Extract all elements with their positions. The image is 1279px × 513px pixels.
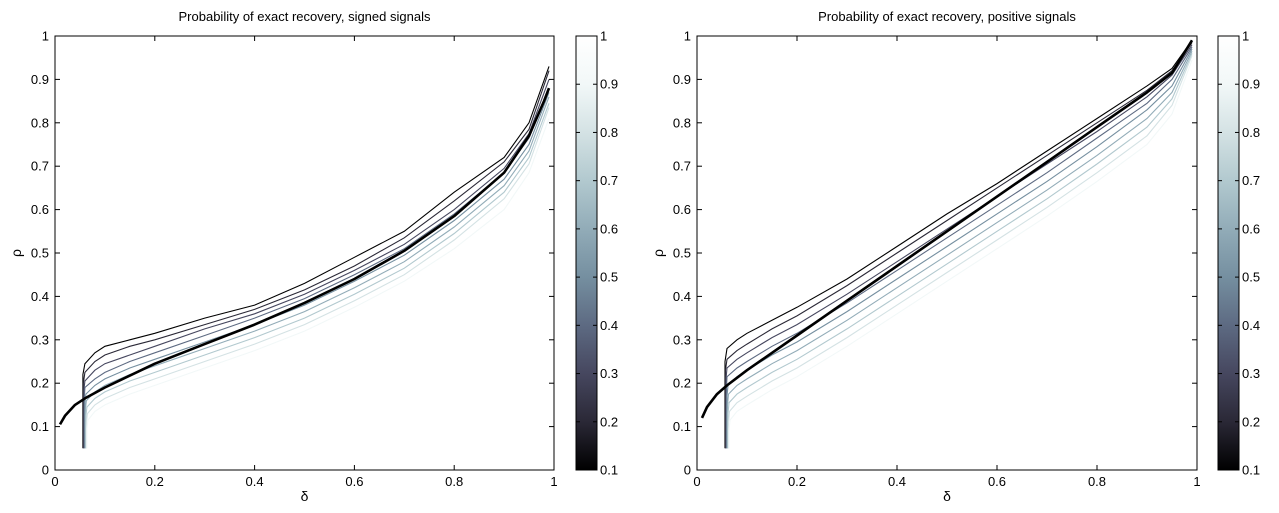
colorbar-tick-label: 0.3 [1242, 366, 1260, 381]
colorbar-tick-label: 0.1 [1242, 463, 1260, 478]
y-tick-label: 0.5 [31, 246, 49, 261]
y-tick-label: 0.1 [673, 419, 691, 434]
colorbar-bar [1217, 35, 1240, 471]
contour-line-0.4 [83, 87, 550, 449]
y-tick-label: 0.2 [673, 376, 691, 391]
y-tick-label: 1 [42, 29, 49, 44]
colorbar-tick-label: 0.4 [600, 318, 618, 333]
contour-line-0.4 [725, 46, 1193, 449]
chart-panel-2: Probability of exact recovery, positive … [650, 9, 1260, 504]
x-tick-label: 0 [693, 474, 700, 489]
x-tick-label: 0.4 [888, 474, 906, 489]
y-axis-label: ρ [8, 249, 24, 257]
contour-line-0.2 [82, 70, 550, 449]
x-axis-label: δ [943, 488, 951, 504]
colorbar: 0.1 0.2 0.3 0.4 0.5 0.6 0.7 0.8 0.9 1 [1217, 29, 1260, 478]
contour-line-0.6 [726, 50, 1193, 449]
y-tick-label: 0.2 [31, 376, 49, 391]
colorbar-tick-label: 0.9 [600, 77, 618, 92]
y-tick-label: 0.9 [31, 72, 49, 87]
y-tick-label: 0.6 [31, 202, 49, 217]
contour-line-0.6 [84, 96, 550, 449]
y-tick-label: 0.9 [673, 72, 691, 87]
contour-line-0.9 [86, 118, 550, 449]
threshold-curve [700, 39, 1194, 419]
x-tick-label: 0.6 [345, 474, 363, 489]
colorbar: 0.1 0.2 0.3 0.4 0.5 0.6 0.7 0.8 0.9 1 [575, 29, 618, 478]
contour-line-0.7 [85, 103, 550, 449]
y-tick-label: 0.7 [673, 159, 691, 174]
y-tick-label: 0.1 [31, 419, 49, 434]
colorbar-tick-label: 0.2 [600, 414, 618, 429]
x-tick-label: 0 [51, 474, 58, 489]
colorbar-tick-label: 1 [600, 29, 607, 44]
chart-panel-1: Probability of exact recovery, signed si… [8, 9, 618, 504]
contour-line-0.5 [84, 92, 550, 449]
x-tick-label: 0.2 [146, 474, 164, 489]
contour-line-0.3 [83, 79, 550, 449]
colorbar-tick-label: 0.9 [1242, 77, 1260, 92]
contour-line-0.2 [724, 42, 1193, 449]
y-tick-label: 1 [684, 29, 691, 44]
contour-line-0.8 [85, 107, 550, 449]
contour-line-0.3 [725, 44, 1193, 449]
y-tick-label: 0.3 [673, 332, 691, 347]
x-axis-label: δ [301, 488, 309, 504]
colorbar-tick-label: 1 [1242, 29, 1249, 44]
y-tick-label: 0.4 [673, 289, 691, 304]
chart-title: Probability of exact recovery, signed si… [179, 9, 431, 24]
colorbar-tick-label: 0.7 [600, 173, 618, 188]
colorbar-tick-label: 0.7 [1242, 173, 1260, 188]
plot-area-frame [696, 35, 1198, 471]
colorbar-tick-label: 0.3 [600, 366, 618, 381]
y-axis-label: ρ [650, 249, 666, 257]
y-tick-label: 0.6 [673, 202, 691, 217]
colorbar-tick-label: 0.6 [1242, 221, 1260, 236]
contour-line-0.7 [727, 53, 1193, 449]
x-tick-label: 1 [550, 474, 557, 489]
colorbar-tick-label: 0.1 [600, 463, 618, 478]
colorbar-tick-label: 0.5 [1242, 270, 1260, 285]
contour-line-0.9 [728, 59, 1193, 449]
x-tick-label: 0.4 [246, 474, 264, 489]
y-tick-label: 0.8 [31, 115, 49, 130]
y-tick-label: 0 [42, 463, 49, 478]
x-tick-label: 0.2 [788, 474, 806, 489]
colorbar-tick-label: 0.6 [600, 221, 618, 236]
colorbar-bar [575, 35, 598, 471]
y-tick-label: 0 [684, 463, 691, 478]
y-tick-label: 0.8 [673, 115, 691, 130]
y-tick-label: 0.3 [31, 332, 49, 347]
colorbar-tick-label: 0.5 [600, 270, 618, 285]
x-tick-label: 1 [1193, 474, 1200, 489]
contour-line-0.8 [727, 55, 1193, 449]
colorbar-tick-label: 0.8 [1242, 125, 1260, 140]
y-tick-label: 0.7 [31, 159, 49, 174]
colorbar-tick-label: 0.2 [1242, 414, 1260, 429]
x-tick-label: 0.6 [988, 474, 1006, 489]
chart-title: Probability of exact recovery, positive … [818, 9, 1076, 24]
x-tick-label: 0.8 [445, 474, 463, 489]
threshold-curve [58, 87, 551, 426]
x-tick-label: 0.8 [1088, 474, 1106, 489]
plot-area-frame [54, 35, 555, 471]
y-tick-label: 0.5 [673, 246, 691, 261]
contour-line-0.1 [724, 39, 1193, 449]
colorbar-tick-label: 0.4 [1242, 318, 1260, 333]
y-tick-label: 0.4 [31, 289, 49, 304]
colorbar-tick-label: 0.8 [600, 125, 618, 140]
contour-line-0.1 [82, 66, 550, 449]
